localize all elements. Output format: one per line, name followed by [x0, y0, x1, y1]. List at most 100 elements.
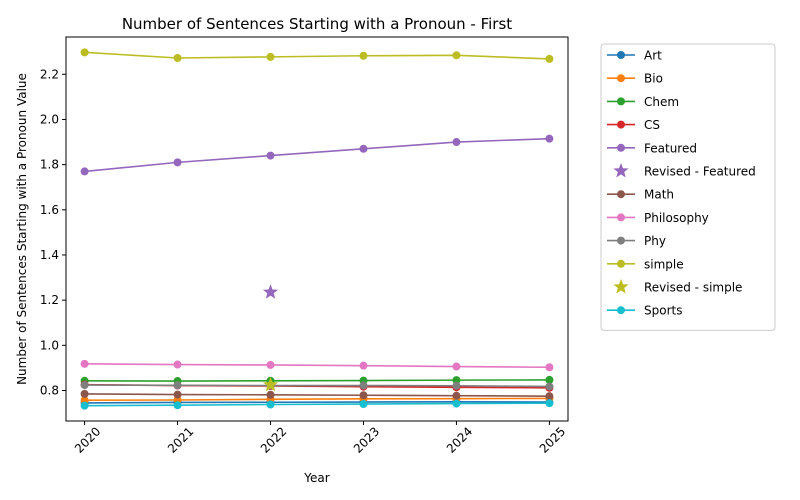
- legend-marker: [617, 213, 625, 222]
- series-line-chem: [84, 379, 550, 382]
- data-point-simple: [173, 54, 182, 63]
- legend-item-chem: Chem: [607, 95, 679, 109]
- data-point-featured: [173, 158, 182, 167]
- series-layer: [80, 48, 554, 410]
- legend-label: Phy: [644, 234, 666, 248]
- y-tick-label: 1.4: [40, 248, 59, 262]
- legend-item-phy: Phy: [607, 234, 666, 248]
- series-sports: [80, 399, 554, 410]
- data-point-math: [173, 390, 182, 399]
- legend-item-revised-featured: Revised - Featured: [613, 163, 756, 179]
- data-point-phy: [545, 382, 554, 391]
- series-phy: [80, 381, 554, 391]
- legend-label: Math: [644, 188, 674, 202]
- data-point-chem: [452, 376, 461, 385]
- data-point-phy: [452, 381, 461, 390]
- data-point-philosophy: [545, 363, 554, 372]
- legend-star-marker: [613, 279, 629, 294]
- legend-marker: [617, 306, 625, 315]
- legend: Art Bio Chem CS Featured Revised - Featured Ma…: [600, 43, 776, 331]
- legend-label: CS: [644, 118, 660, 132]
- series-line-art: [84, 400, 550, 404]
- star-point-revised-featured: [262, 284, 279, 299]
- legend-marker: [617, 120, 625, 129]
- legend-item-math: Math: [607, 188, 674, 202]
- data-point-phy: [173, 381, 182, 390]
- series-simple: [80, 48, 554, 63]
- legend-label: Revised - Featured: [644, 165, 756, 179]
- data-point-simple: [266, 52, 275, 61]
- series-revised-simple: [262, 376, 279, 392]
- data-point-simple: [80, 48, 89, 57]
- data-point-sports: [545, 399, 554, 408]
- star-point-revised-simple: [262, 376, 279, 392]
- data-point-featured: [266, 151, 275, 160]
- legend-marker: [617, 190, 625, 199]
- legend-label: simple: [644, 257, 684, 271]
- data-point-featured: [359, 144, 368, 153]
- legend-label: Philosophy: [644, 211, 709, 225]
- data-point-sports: [80, 401, 89, 410]
- y-tick-label: 1.8: [40, 158, 59, 172]
- series-line-math: [84, 393, 550, 397]
- data-point-math: [80, 389, 89, 398]
- legend-item-revised-simple: Revised - simple: [613, 279, 742, 295]
- legend-label: Revised - simple: [644, 281, 742, 295]
- legend-item-philosophy: Philosophy: [607, 211, 709, 225]
- series-line-sports: [84, 402, 550, 407]
- chart-title: Number of Sentences Starting with a Pron…: [122, 15, 512, 33]
- series-math: [80, 389, 554, 401]
- x-axis-label: Year: [303, 471, 329, 485]
- series-line-phy: [84, 384, 550, 388]
- series-philosophy: [80, 359, 554, 372]
- data-point-sports: [266, 400, 275, 409]
- legend-label: Sports: [644, 304, 682, 318]
- y-tick-label: 1.0: [40, 338, 59, 352]
- data-point-math: [545, 392, 554, 401]
- y-axis: 0.8 1.0 1.2 1.4 1.6 1.8 2.0 2.2: [40, 67, 66, 398]
- series-line-bio: [84, 397, 550, 402]
- data-point-philosophy: [452, 362, 461, 371]
- legend-label: Featured: [644, 141, 697, 155]
- data-point-math: [359, 391, 368, 400]
- series-line-simple: [84, 51, 550, 60]
- data-point-phy: [80, 381, 89, 390]
- y-tick-label: 1.6: [40, 203, 59, 217]
- legend-marker: [617, 259, 625, 268]
- y-axis-label: Number of Sentences Starting with a Pron…: [15, 73, 29, 385]
- data-point-featured: [545, 134, 554, 143]
- data-point-sports: [359, 400, 368, 409]
- legend-marker: [617, 74, 625, 83]
- data-point-sports: [452, 399, 461, 408]
- data-point-simple: [359, 51, 368, 60]
- legend-marker: [617, 51, 625, 59]
- data-point-philosophy: [359, 361, 368, 370]
- data-point-featured: [80, 167, 89, 176]
- data-point-philosophy: [173, 360, 182, 369]
- legend-item-art: Art: [607, 49, 662, 63]
- legend-star-marker: [613, 163, 629, 178]
- data-point-phy: [359, 381, 368, 390]
- legend-box: [600, 43, 776, 331]
- legend-marker: [617, 97, 625, 106]
- legend-marker: [617, 236, 625, 245]
- legend-label: Bio: [644, 72, 663, 86]
- data-point-math: [266, 390, 275, 399]
- legend-item-featured: Featured: [607, 141, 697, 155]
- data-point-philosophy: [266, 360, 275, 369]
- legend-marker: [617, 143, 625, 152]
- y-tick-label: 2.2: [40, 67, 59, 81]
- legend-label: Art: [644, 49, 662, 63]
- plot-frame: [65, 36, 569, 422]
- legend-label: Chem: [644, 95, 679, 109]
- y-tick-label: 1.2: [40, 293, 59, 307]
- data-point-simple: [545, 54, 554, 63]
- data-point-featured: [452, 138, 461, 147]
- data-point-simple: [452, 51, 461, 60]
- legend-item-cs: CS: [607, 118, 660, 132]
- data-point-philosophy: [80, 359, 89, 368]
- legend-item-bio: Bio: [607, 72, 663, 86]
- series-line-featured: [84, 137, 550, 173]
- legend-item-simple: simple: [607, 257, 684, 271]
- data-point-math: [452, 391, 461, 400]
